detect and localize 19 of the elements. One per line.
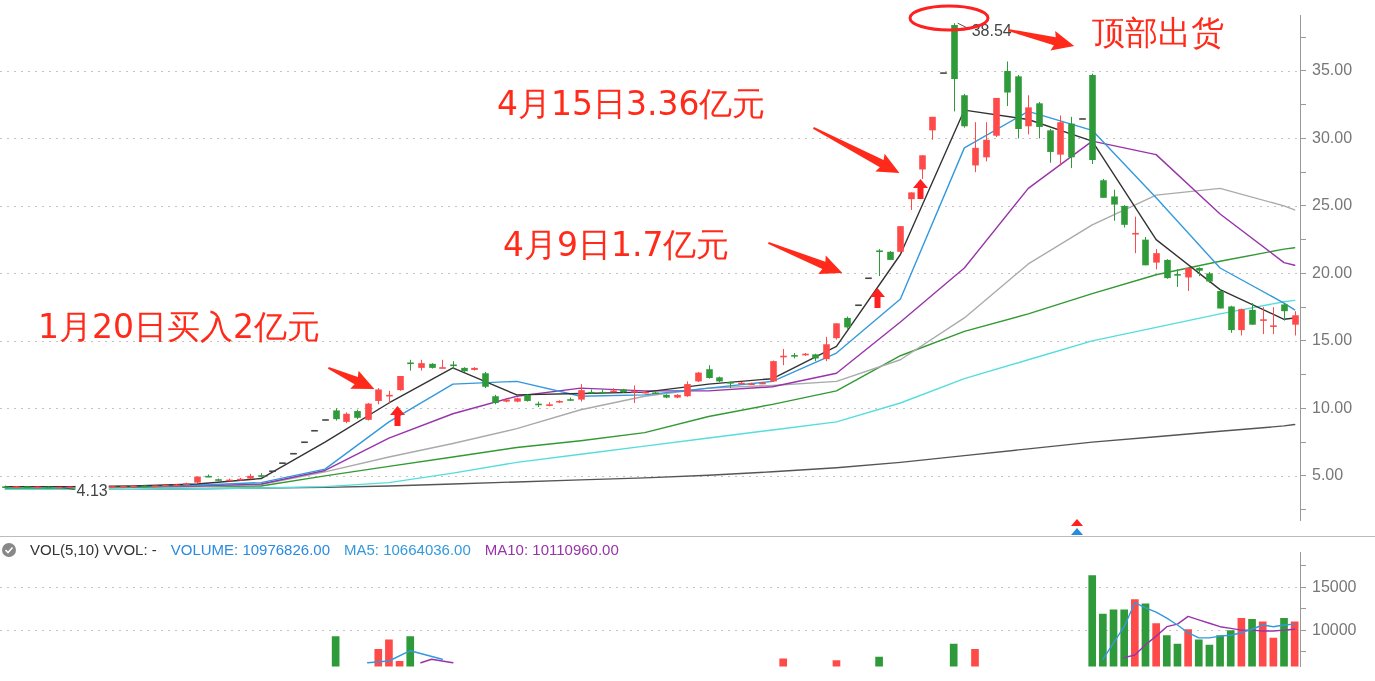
y-tick-label: 30.00 (1312, 128, 1353, 146)
y-tick-label: 35.00 (1312, 61, 1353, 79)
annotation: 38.54 (971, 21, 1012, 39)
annotation: 4月9日1.7亿元 (503, 225, 730, 264)
annotation: 4月15日3.36亿元 (497, 84, 766, 123)
text: MA10: 10110960.00 (484, 541, 619, 558)
y-tick-label: 5.00 (1312, 466, 1344, 484)
y-tick-label: 10.00 (1312, 398, 1353, 416)
text: MA5: 10664036.00 (344, 541, 471, 558)
y-tick-label: 15.00 (1312, 331, 1353, 349)
y-tick-label: 15000 (1312, 577, 1357, 595)
annotation: 顶部出货 (1092, 13, 1224, 52)
annotation: VOLUME: 10976826.00 (170, 541, 330, 558)
chart-title: VOL(5,10) VVOL: - (30, 541, 157, 558)
y-tick-label: 25.00 (1312, 196, 1353, 214)
annotation: 4.13 (76, 482, 108, 500)
annotation: 1月20日买入2亿元 (38, 307, 320, 346)
y-tick-label: 10000 (1312, 620, 1357, 638)
y-tick-label: 20.00 (1312, 263, 1353, 281)
